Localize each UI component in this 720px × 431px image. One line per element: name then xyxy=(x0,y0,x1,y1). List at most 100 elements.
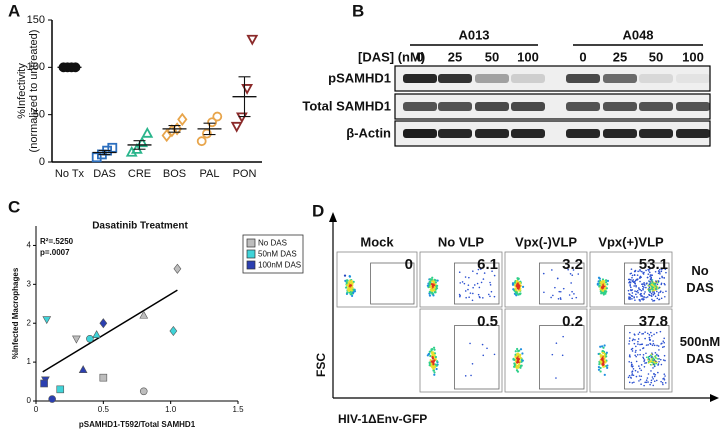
event xyxy=(648,286,651,289)
event xyxy=(432,367,435,370)
event xyxy=(637,333,640,335)
event xyxy=(655,354,657,357)
event xyxy=(633,274,636,276)
event xyxy=(512,357,515,360)
event xyxy=(631,373,634,375)
event xyxy=(518,355,521,358)
event xyxy=(542,272,545,275)
event xyxy=(641,270,643,273)
event xyxy=(657,363,660,365)
event xyxy=(559,298,562,300)
event xyxy=(642,296,645,298)
event xyxy=(663,341,666,344)
x-tick-label: PAL xyxy=(200,168,220,180)
gate xyxy=(454,262,500,305)
event xyxy=(657,272,660,275)
event xyxy=(431,361,434,364)
event xyxy=(637,291,639,294)
band xyxy=(438,102,472,111)
event xyxy=(631,276,633,279)
event xyxy=(650,276,653,279)
event xyxy=(634,282,636,284)
event xyxy=(628,360,631,363)
event xyxy=(652,363,655,366)
event xyxy=(559,290,562,293)
flow-value: 0.5 xyxy=(477,313,498,330)
marker xyxy=(86,334,94,343)
event xyxy=(493,295,496,298)
event xyxy=(663,377,665,380)
event xyxy=(465,296,467,299)
event xyxy=(629,285,631,287)
event xyxy=(602,363,605,366)
event xyxy=(597,368,601,371)
event xyxy=(653,375,656,378)
donor-label: A048 xyxy=(622,27,653,42)
event xyxy=(650,285,653,287)
event xyxy=(637,340,639,343)
event xyxy=(434,355,438,359)
y-axis-label: %Infected Macrophages xyxy=(11,267,20,359)
event xyxy=(353,290,357,293)
event xyxy=(515,289,518,292)
event xyxy=(645,352,647,355)
event xyxy=(648,268,651,270)
marker xyxy=(246,34,259,46)
event xyxy=(661,276,664,279)
event xyxy=(643,384,645,387)
flow-value: 6.1 xyxy=(477,256,498,273)
event xyxy=(658,277,661,280)
event xyxy=(653,299,655,302)
event xyxy=(469,292,472,294)
event xyxy=(651,364,653,366)
event xyxy=(653,359,655,361)
event xyxy=(516,353,519,356)
band xyxy=(475,129,509,138)
conc-value: 25 xyxy=(448,49,462,64)
event xyxy=(658,268,661,271)
event xyxy=(651,274,653,277)
event xyxy=(604,279,608,282)
event xyxy=(630,294,633,297)
legend-swatch xyxy=(246,260,256,270)
event xyxy=(629,331,631,334)
marker xyxy=(207,117,218,128)
band xyxy=(438,129,472,138)
event xyxy=(431,351,434,355)
event xyxy=(653,286,656,289)
event xyxy=(628,340,631,342)
event xyxy=(432,283,435,286)
event xyxy=(658,271,661,273)
event xyxy=(468,296,470,299)
event xyxy=(634,351,637,353)
event xyxy=(352,288,355,291)
event xyxy=(628,298,630,300)
x-tick-label: 1.5 xyxy=(232,405,244,414)
event xyxy=(640,289,643,292)
event xyxy=(650,292,653,295)
event xyxy=(641,343,644,346)
event xyxy=(652,294,655,296)
event xyxy=(644,284,646,286)
event xyxy=(652,384,655,387)
event xyxy=(651,298,653,301)
event xyxy=(648,334,651,336)
conc-value: 100 xyxy=(517,49,539,64)
event xyxy=(658,349,660,351)
event xyxy=(657,371,659,374)
event xyxy=(432,369,435,372)
event xyxy=(634,279,637,282)
event xyxy=(652,285,655,287)
event xyxy=(346,291,349,294)
event xyxy=(631,339,634,342)
event xyxy=(432,362,435,366)
flow-value: 0.2 xyxy=(562,313,583,330)
event xyxy=(653,373,655,375)
band xyxy=(639,129,673,138)
marker xyxy=(139,387,148,396)
blot-row-label: pSAMHD1 xyxy=(328,70,391,85)
event xyxy=(657,292,660,294)
event xyxy=(458,293,461,296)
band xyxy=(403,129,437,138)
legend-box xyxy=(242,234,304,274)
